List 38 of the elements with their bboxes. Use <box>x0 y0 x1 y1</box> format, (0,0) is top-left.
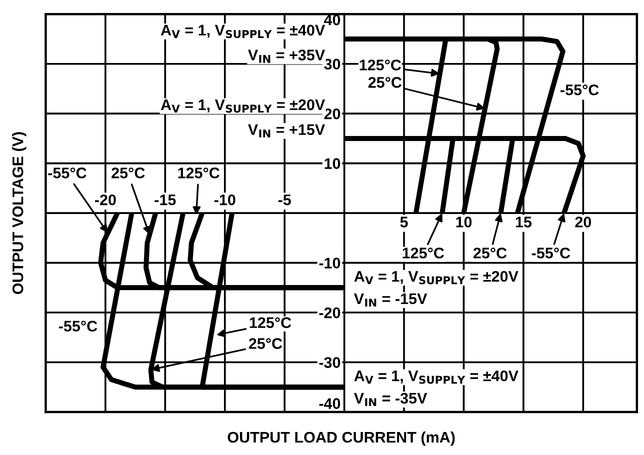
y-tick-label: 20 <box>324 108 340 120</box>
annotation: 25°C <box>112 168 145 178</box>
x-tick-label: 20 <box>575 216 592 228</box>
annotation: V$_{IN}$ = +35V <box>248 50 325 63</box>
y-tick-label: -30 <box>319 357 340 368</box>
annotation: A$_{V}$ = 1, V$_{SUPPLY}$ = ±20V <box>354 270 518 284</box>
x2-tick-label: -10 <box>214 194 236 206</box>
annotation: 125°C <box>402 248 444 258</box>
x2-tick-label: -5 <box>278 194 291 206</box>
y-tick-label: -40 <box>319 398 340 409</box>
x-tick-label: 10 <box>456 216 472 228</box>
y-tick-label: -10 <box>319 258 340 268</box>
annotation: -55°C <box>532 248 570 258</box>
annotation: -55°C <box>560 84 599 96</box>
annotation: 125°C <box>178 168 220 178</box>
annotation: V$_{IN}$ = -15V <box>354 294 428 307</box>
annotation: 125°C <box>360 60 402 70</box>
annotation: 25°C <box>473 248 507 258</box>
x-tick-label: 5 <box>400 216 408 228</box>
x2-tick-label: -20 <box>95 194 116 206</box>
y-tick-label: 30 <box>324 58 340 70</box>
x-tick-label: 15 <box>516 216 532 228</box>
y-axis-title: OUTPUT VOLTAGE (V) <box>12 132 26 294</box>
x-axis-title: OUTPUT LOAD CURRENT (mA) <box>228 431 455 446</box>
annotation: A$_{V}$ = 1, V$_{SUPPLY}$ = ±40V <box>354 370 518 384</box>
annotation: 125°C <box>250 317 292 328</box>
annotation: 25°C <box>368 77 402 88</box>
y-tick-label: -20 <box>319 307 340 318</box>
annotation: A$_{V}$ = 1, V$_{SUPPLY}$ = ±20V <box>160 99 326 113</box>
x2-tick-label: -15 <box>154 194 176 206</box>
annotation: 25°C <box>248 338 282 349</box>
annotation: -55°C <box>58 320 98 332</box>
annotation: -55°C <box>48 168 86 178</box>
y-tick-label: 40 <box>324 14 340 26</box>
annotation: A$_{V}$ = 1, V$_{SUPPLY}$ = ±40V <box>160 24 326 38</box>
annotation: V$_{IN}$ = -35V <box>354 392 428 406</box>
y-tick-label: 10 <box>324 158 340 170</box>
annotation: V$_{IN}$ = +15V <box>248 124 325 138</box>
